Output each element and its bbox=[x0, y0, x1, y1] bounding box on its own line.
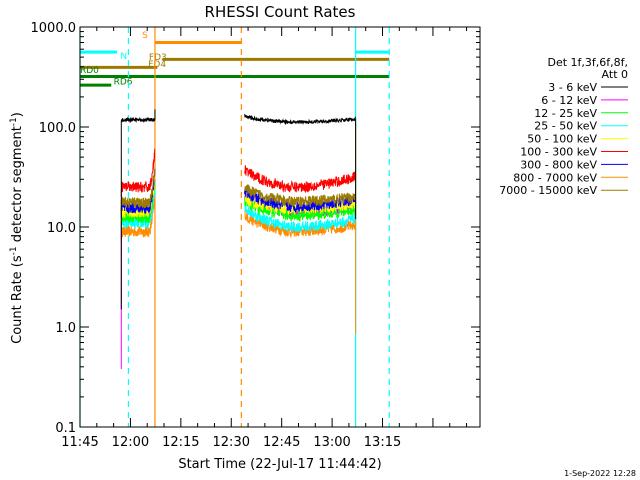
y-tick-label: 1.0 bbox=[55, 321, 76, 336]
x-tick-label: 12:15 bbox=[162, 435, 199, 450]
flag-label-n: N bbox=[120, 52, 127, 62]
legend-label: 12 - 25 keV bbox=[534, 107, 597, 120]
series-line-3-b bbox=[244, 203, 357, 233]
series-line-0-a bbox=[120, 116, 156, 310]
chart-title: RHESSI Count Rates bbox=[205, 3, 356, 21]
x-tick-label: 13:15 bbox=[364, 435, 401, 450]
x-tick-label: 11:45 bbox=[61, 435, 98, 450]
legend-label: 6 - 12 keV bbox=[541, 94, 597, 107]
series-line-5-a bbox=[120, 148, 156, 197]
y-tick-label: 100.0 bbox=[39, 121, 76, 136]
legend-label: 100 - 300 keV bbox=[520, 146, 597, 159]
legend-label: 25 - 50 keV bbox=[534, 120, 597, 133]
y-tick-label: 0.1 bbox=[55, 421, 76, 436]
legend-label: 300 - 800 keV bbox=[520, 158, 597, 171]
flag-label-rd6: RD6 bbox=[114, 77, 133, 87]
flag-label-fd3: FD3 bbox=[149, 53, 167, 63]
legend-label: 50 - 100 keV bbox=[527, 133, 597, 146]
legend-label: 800 - 7000 keV bbox=[513, 171, 597, 184]
legend-header-line: Det 1f,3f,6f,8f, bbox=[547, 56, 628, 69]
series-line-8-a bbox=[120, 168, 156, 213]
series-line-8-b bbox=[244, 184, 357, 208]
legend-header-line: Att 0 bbox=[602, 68, 628, 81]
y-tick-label: 10.0 bbox=[47, 221, 76, 236]
y-tick-label: 1000.0 bbox=[31, 21, 77, 36]
footer-timestamp: 1-Sep-2022 12:28 bbox=[564, 469, 636, 478]
flag-label-rd0: RD0 bbox=[80, 66, 99, 76]
series-line-2-b bbox=[244, 197, 357, 223]
series-line-6-a bbox=[120, 168, 156, 218]
x-axis-label: Start Time (22-Jul-17 11:44:42) bbox=[178, 457, 381, 472]
x-tick-label: 12:30 bbox=[213, 435, 250, 450]
series-line-4-b bbox=[244, 194, 357, 215]
x-tick-label: 12:45 bbox=[263, 435, 300, 450]
flag-label-s: S bbox=[142, 31, 148, 41]
x-tick-label: 13:00 bbox=[313, 435, 350, 450]
series-line-5-b bbox=[244, 165, 357, 194]
legend-label: 3 - 6 keV bbox=[548, 81, 597, 94]
series-line-0-b bbox=[244, 114, 356, 126]
flag-label-fd4: FD4 bbox=[148, 60, 166, 70]
legend-label: 7000 - 15000 keV bbox=[499, 184, 597, 197]
x-tick-label: 12:00 bbox=[112, 435, 149, 450]
y-axis-label: Count Rate (s-1 detector segment-1) bbox=[9, 112, 25, 344]
